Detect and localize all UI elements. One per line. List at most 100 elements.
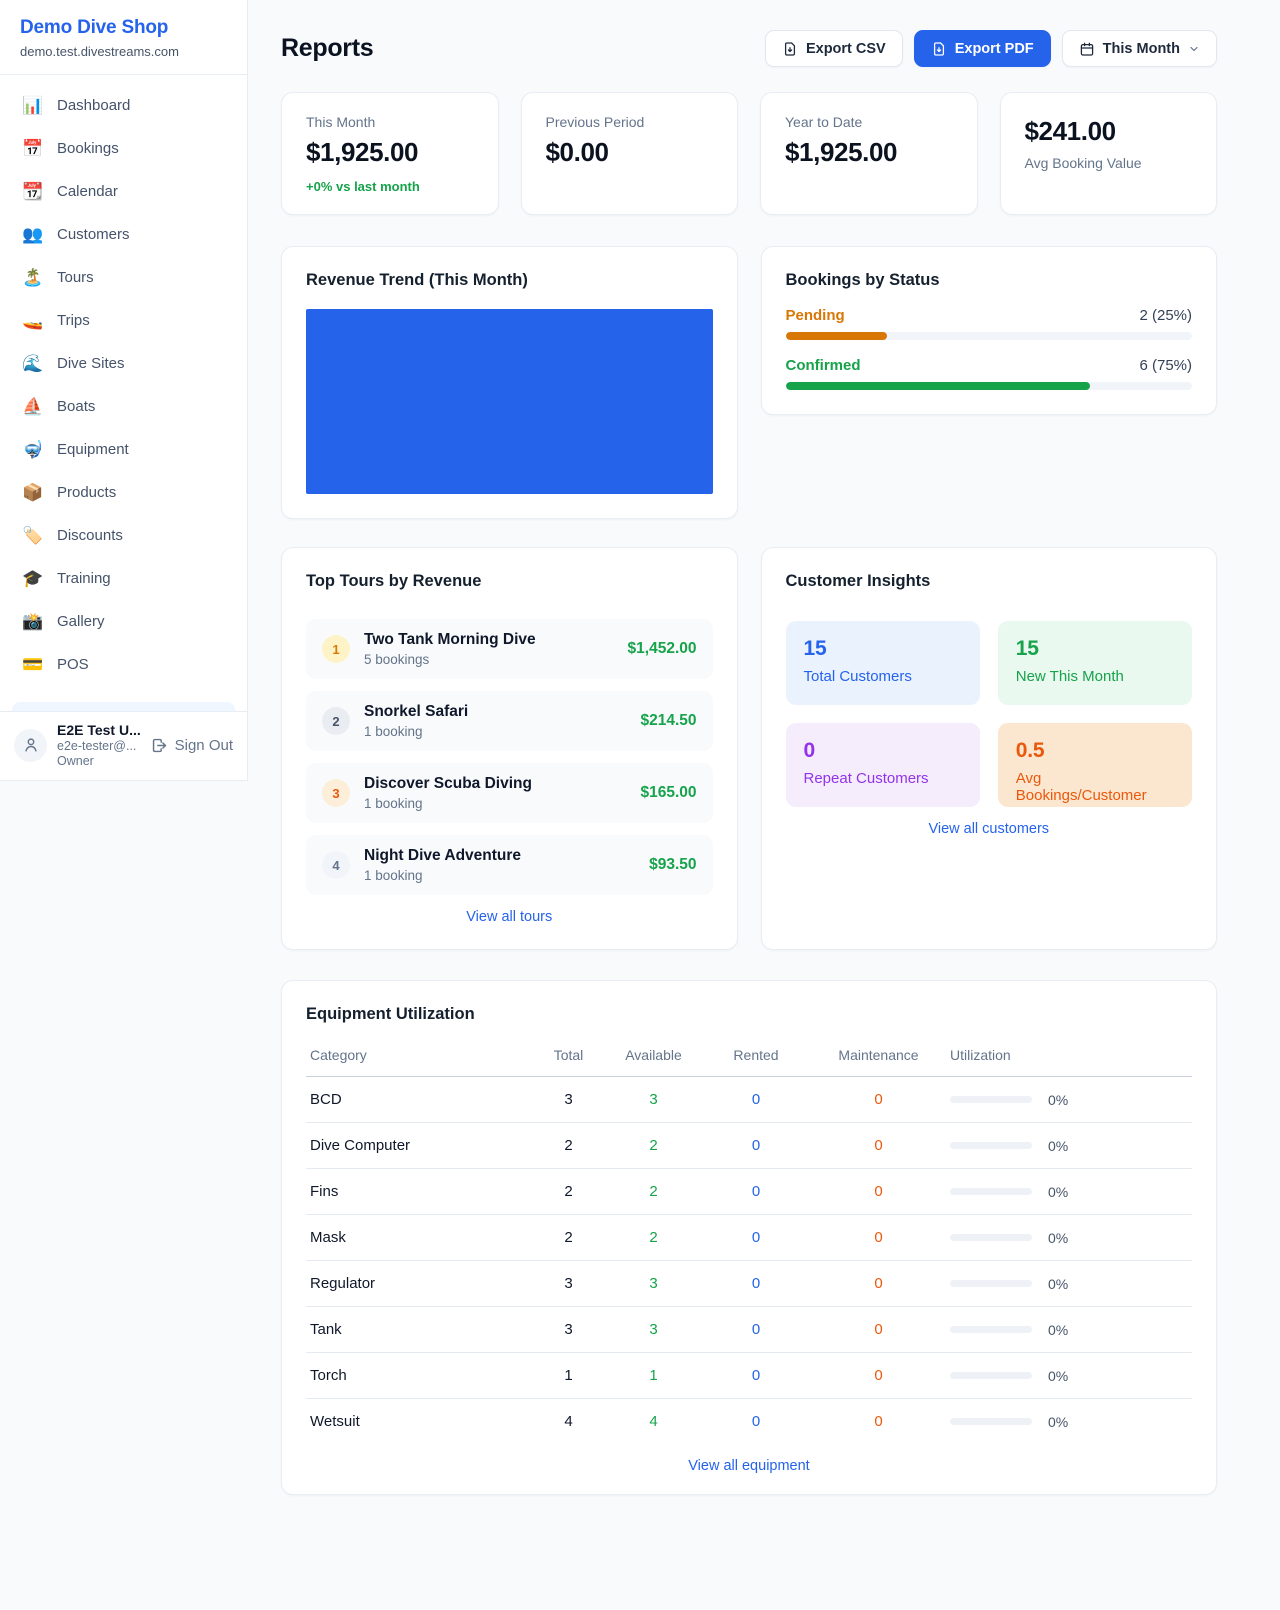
tour-row[interactable]: 4 Night Dive Adventure 1 booking $93.50	[306, 835, 713, 895]
insight-label: Avg Bookings/Customer	[1015, 770, 1147, 804]
equipment-rented: 0	[701, 1352, 811, 1399]
tour-list: 1 Two Tank Morning Dive 5 bookings $1,452.0…	[306, 619, 713, 895]
tour-name: Discover Scuba Diving	[364, 775, 532, 792]
status-count: 2 (25%)	[1139, 307, 1192, 324]
tour-info: Two Tank Morning Dive 5 bookings	[364, 631, 614, 667]
equipment-rented: 0	[701, 1168, 811, 1215]
status-bar-fill	[785, 332, 888, 340]
sidebar-item-products[interactable]: 📦 Products	[12, 474, 235, 510]
sidebar-item-label: Trips	[57, 311, 90, 329]
sidebar-footer: E2E Test U... e2e-tester@... Owner Sign …	[0, 711, 247, 780]
utilization-wrap: 0%	[950, 1138, 1188, 1154]
tour-info: Night Dive Adventure 1 booking	[364, 847, 635, 883]
sign-out-label: Sign Out	[174, 736, 233, 754]
tour-row[interactable]: 2 Snorkel Safari 1 booking $214.50	[306, 691, 713, 751]
sidebar-item-training[interactable]: 🎓 Training	[12, 560, 235, 596]
file-download-icon	[784, 41, 795, 56]
equipment-maintenance: 0	[811, 1076, 946, 1123]
equipment-total: 2	[531, 1122, 606, 1169]
sidebar-item-gallery[interactable]: 📸 Gallery	[12, 603, 235, 639]
status-bar-fill	[785, 382, 1091, 390]
view-all-equipment-link[interactable]: View all equipment	[688, 1458, 810, 1474]
stat-card-avg-booking-value: $241.00 Avg Booking Value	[999, 92, 1217, 215]
col-maintenance: Maintenance	[811, 1041, 946, 1077]
diving-mask-icon: 🤿	[22, 439, 44, 459]
sidebar-item-label: Products	[57, 483, 117, 501]
equipment-total: 3	[531, 1076, 606, 1123]
sidebar-item-label: Dashboard	[57, 96, 131, 114]
stats-row: This Month $1,925.00 +0% vs last month P…	[281, 92, 1217, 215]
insight-tile: 0 Repeat Customers	[785, 723, 980, 807]
calendar-outline-icon	[1080, 42, 1093, 56]
col-available: Available	[606, 1041, 701, 1077]
user-role: Owner	[57, 754, 94, 768]
equipment-total: 4	[564, 1413, 573, 1430]
equipment-row: Regulator 3 3 0 0 0%	[306, 1260, 1192, 1307]
sidebar-item-calendar[interactable]: 📆 Calendar	[12, 173, 235, 209]
sidebar-item-customers[interactable]: 👥 Customers	[12, 216, 235, 252]
equipment-row: Fins 2 2 0 0 0%	[306, 1168, 1192, 1215]
tour-name: Two Tank Morning Dive	[364, 631, 536, 648]
insight-grid: 15 Total Customers 15 New This Month 0 Repeat…	[785, 621, 1192, 807]
customer-insights-card: Customer Insights 15 Total Customers 15 New…	[760, 547, 1217, 950]
sidebar: Demo Dive Shop demo.test.divestreams.com…	[0, 0, 248, 781]
utilization-bar-track	[950, 1234, 1032, 1241]
stat-label: Previous Period	[545, 114, 645, 130]
chevron-down-icon	[1190, 46, 1198, 51]
utilization-wrap: 0%	[950, 1092, 1188, 1108]
stat-label: Year to Date	[785, 114, 863, 130]
top-tours-title: Top Tours by Revenue	[306, 572, 482, 590]
sidebar-item-active-partial[interactable]	[12, 702, 235, 711]
export-pdf-button[interactable]: Export PDF	[913, 30, 1051, 67]
equipment-category: BCD	[306, 1076, 531, 1123]
user-email: e2e-tester@...	[57, 739, 137, 753]
equipment-total: 2	[531, 1214, 606, 1261]
insight-value: 0.5	[1015, 739, 1045, 762]
speedboat-icon: 🚤	[22, 310, 44, 330]
sidebar-item-bookings[interactable]: 📅 Bookings	[12, 130, 235, 166]
sidebar-item-equipment[interactable]: 🤿 Equipment	[12, 431, 235, 467]
file-download-icon	[933, 41, 944, 56]
view-all-tours-link[interactable]: View all tours	[466, 909, 553, 925]
insight-tile: 0.5 Avg Bookings/Customer	[997, 723, 1192, 807]
sign-out-button[interactable]: Sign Out	[151, 737, 233, 754]
utilization-bar-track	[950, 1372, 1032, 1379]
stat-card-year-to-date: Year to Date $1,925.00	[760, 92, 978, 215]
sidebar-item-discounts[interactable]: 🏷️ Discounts	[12, 517, 235, 553]
sailboat-icon: ⛵	[22, 396, 44, 416]
sidebar-item-trips[interactable]: 🚤 Trips	[12, 302, 235, 338]
equipment-row: BCD 3 3 0 0 0%	[306, 1076, 1192, 1123]
export-csv-button[interactable]: Export CSV	[764, 30, 903, 67]
sidebar-item-pos[interactable]: 💳 POS	[12, 646, 235, 682]
equipment-category: Tank	[306, 1306, 531, 1353]
tour-row[interactable]: 3 Discover Scuba Diving 1 booking $165.00	[306, 763, 713, 823]
period-label: This Month	[1102, 40, 1180, 57]
customer-insights-title: Customer Insights	[785, 572, 931, 590]
equipment-total: 3	[531, 1260, 606, 1307]
period-dropdown[interactable]: This Month	[1061, 30, 1217, 67]
equipment-category: Mask	[306, 1214, 531, 1261]
stat-value: $0.00	[545, 137, 609, 167]
equipment-table-header: Category Total Available Rented Maintena…	[306, 1041, 1192, 1077]
utilization-percent: 0%	[1048, 1229, 1069, 1246]
sidebar-item-dashboard[interactable]: 📊 Dashboard	[12, 87, 235, 123]
user-name: E2E Test U...	[57, 722, 141, 738]
top-tours-card: Top Tours by Revenue 1 Two Tank Morning D…	[281, 547, 738, 950]
sidebar-item-boats[interactable]: ⛵ Boats	[12, 388, 235, 424]
tour-name: Night Dive Adventure	[364, 847, 522, 864]
tour-row[interactable]: 1 Two Tank Morning Dive 5 bookings $1,452.0…	[306, 619, 713, 679]
avatar	[14, 728, 47, 762]
tear-off-calendar-icon: 📆	[22, 181, 44, 201]
equipment-available: 2	[606, 1214, 701, 1261]
revenue-trend-chart	[306, 309, 713, 494]
sidebar-item-tours[interactable]: 🏝️ Tours	[12, 259, 235, 295]
utilization-percent: 0%	[1048, 1091, 1069, 1108]
sidebar-item-label: Customers	[57, 225, 130, 243]
sidebar-item-dive-sites[interactable]: 🌊 Dive Sites	[12, 345, 235, 381]
equipment-category: Dive Computer	[306, 1122, 531, 1169]
equipment-rented: 0	[701, 1306, 811, 1353]
view-all-customers-link[interactable]: View all customers	[928, 821, 1050, 837]
logout-icon	[152, 738, 166, 752]
equipment-total: 3	[531, 1306, 606, 1353]
tour-name: Snorkel Safari	[364, 703, 469, 720]
